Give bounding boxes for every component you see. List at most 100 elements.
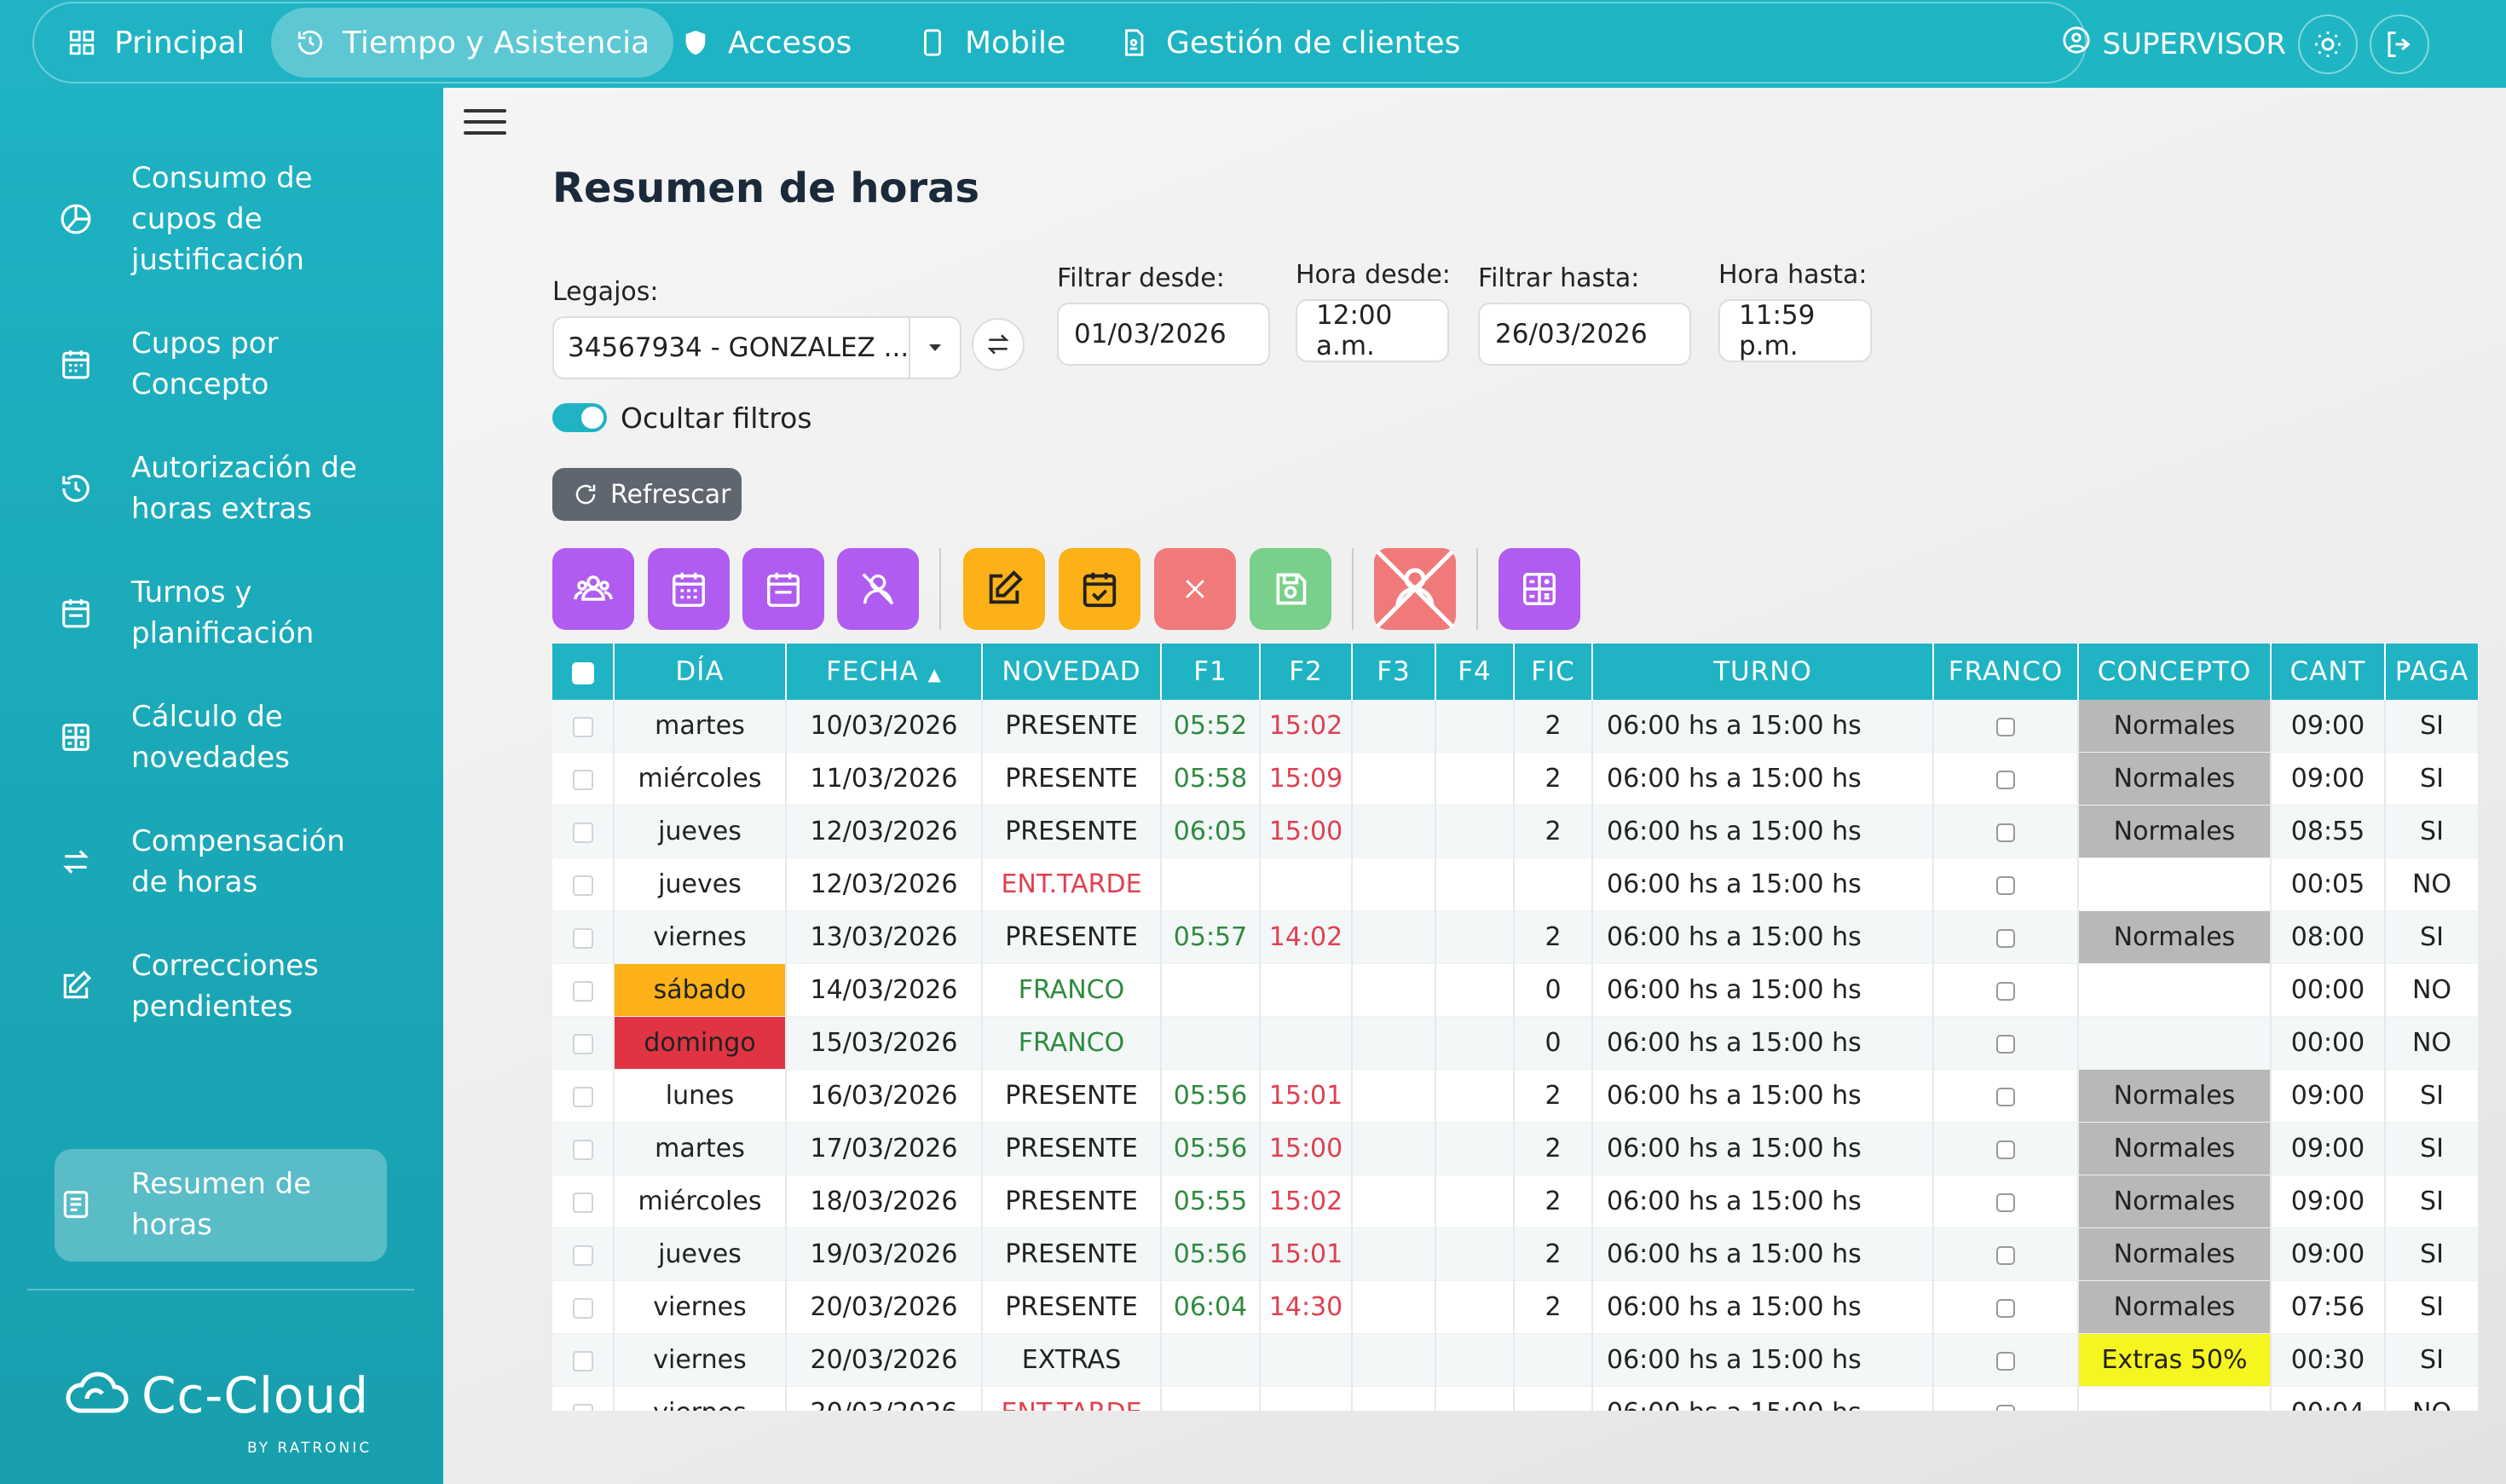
header-paga[interactable]: PAGA (2385, 644, 2479, 700)
nav-tiempo-asistencia[interactable]: Tiempo y Asistencia (271, 8, 674, 78)
table-row[interactable]: lunes 16/03/2026 PRESENTE 05:56 15:01 2 06:00 … (552, 1069, 2479, 1123)
header-turno[interactable]: TURNO (1592, 644, 1934, 700)
sidebar-item-label: Autorización de horas extras (131, 451, 357, 526)
header-f3[interactable]: F3 (1352, 644, 1436, 700)
franco-checkbox[interactable] (1996, 1087, 2015, 1106)
header-cant[interactable]: CANT (2271, 644, 2386, 700)
table-row[interactable]: domingo 15/03/2026 FRANCO 0 06:00 hs a 15:00… (552, 1016, 2479, 1070)
table-row[interactable]: jueves 19/03/2026 PRESENTE 05:56 15:01 2 06:00… (552, 1227, 2479, 1281)
franco-checkbox[interactable] (1996, 1351, 2015, 1371)
franco-checkbox[interactable] (1996, 823, 2015, 842)
header-novedad[interactable]: NOVEDAD (982, 644, 1162, 700)
table-row[interactable]: viernes 20/03/2026 EXTRAS 06:00 hs a 15:00 … (552, 1333, 2479, 1387)
toolbar-save-button[interactable] (1250, 548, 1331, 630)
franco-checkbox[interactable] (1996, 1298, 2015, 1318)
toolbar-users-button[interactable] (552, 548, 634, 630)
logout-button[interactable] (2370, 14, 2429, 74)
toolbar-calculator-button[interactable] (1498, 548, 1580, 630)
cell-f4 (1435, 1122, 1515, 1175)
toolbar-calendar-button[interactable] (742, 548, 824, 630)
sidebar-item-resumen-horas[interactable]: Resumen de horas (55, 1164, 387, 1245)
franco-checkbox[interactable] (1996, 1245, 2015, 1265)
table-row[interactable]: viernes 13/03/2026 PRESENTE 05:57 14:02 2 06:0… (552, 910, 2479, 964)
sidebar-item-turnos[interactable]: Turnos y planificación (55, 572, 387, 654)
user-name[interactable]: SUPERVISOR (2102, 26, 2286, 61)
checkbox[interactable] (572, 1350, 593, 1371)
hasta-date-input[interactable]: 26/03/2026 (1478, 303, 1691, 366)
header-concepto[interactable]: CONCEPTO (2078, 644, 2272, 700)
table-row[interactable]: viernes 20/03/2026 PRESENTE 06:04 14:30 2 06:0… (552, 1280, 2479, 1334)
checkbox[interactable] (571, 661, 594, 684)
sidebar-item-compensacion[interactable]: Compensación de horas (55, 821, 387, 903)
ocultar-filtros-toggle[interactable] (552, 403, 607, 432)
toolbar-delete-user-button[interactable] (1374, 548, 1456, 630)
refresh-button[interactable]: Refrescar (552, 468, 742, 521)
toolbar-calendar-grid-button[interactable] (648, 548, 730, 630)
franco-checkbox[interactable] (1996, 717, 2015, 736)
nav-mobile[interactable]: Mobile (893, 8, 1089, 78)
toolbar-cancel-button[interactable] (1154, 548, 1236, 630)
legajos-select[interactable]: 34567934 - GONZALEZ ... (552, 316, 961, 379)
table-row[interactable]: jueves 12/03/2026 PRESENTE 06:05 15:00 2 06:00… (552, 805, 2479, 858)
table-row[interactable]: sábado 14/03/2026 FRANCO 0 06:00 hs a 15:00 … (552, 963, 2479, 1017)
franco-checkbox[interactable] (1996, 1404, 2015, 1411)
header-f2[interactable]: F2 (1260, 644, 1353, 700)
cell-paga: SI (2385, 1280, 2479, 1334)
franco-checkbox[interactable] (1996, 1034, 2015, 1054)
cell-novedad: PRESENTE (982, 805, 1162, 858)
table-row[interactable]: miércoles 18/03/2026 PRESENTE 05:55 15:02 2 06… (552, 1175, 2479, 1228)
checkbox[interactable] (572, 1244, 593, 1266)
checkbox[interactable] (572, 1086, 593, 1107)
sidebar-item-correcciones[interactable]: Correcciones pendientes (55, 945, 387, 1027)
sidebar-item-autorizacion-extras[interactable]: Autorización de horas extras (55, 448, 387, 529)
header-franco[interactable]: FRANCO (1933, 644, 2079, 700)
checkbox[interactable] (572, 980, 593, 1002)
chevron-down-icon[interactable] (909, 318, 960, 378)
toolbar-user-off-button[interactable] (837, 548, 919, 630)
nav-accesos[interactable]: Accesos (656, 8, 875, 78)
toolbar-edit-button[interactable] (963, 548, 1045, 630)
checkbox[interactable] (572, 875, 593, 896)
sidebar-item-cupos-concepto[interactable]: Cupos por Concepto (55, 323, 387, 405)
checkbox[interactable] (572, 1192, 593, 1213)
menu-toggle-button[interactable] (464, 109, 506, 142)
toolbar-calendar-check-button[interactable] (1059, 548, 1140, 630)
hora-hasta-input[interactable]: 11:59 p.m. (1718, 299, 1872, 362)
checkbox[interactable] (572, 1139, 593, 1160)
table-row[interactable]: martes 17/03/2026 PRESENTE 05:56 15:00 2 06:00… (552, 1122, 2479, 1175)
franco-checkbox[interactable] (1996, 981, 2015, 1001)
nav-gestion-clientes[interactable]: Gestión de clientes (1094, 8, 1484, 78)
header-f1[interactable]: F1 (1161, 644, 1261, 700)
desde-date-input[interactable]: 01/03/2026 (1057, 303, 1270, 366)
checkbox[interactable] (572, 716, 593, 737)
header-dia[interactable]: DÍA (614, 644, 787, 700)
checkbox[interactable] (572, 822, 593, 843)
cell-novedad: PRESENTE (982, 1280, 1162, 1334)
checkbox[interactable] (572, 1297, 593, 1319)
calendar-check-icon (1083, 572, 1117, 608)
checkbox[interactable] (572, 769, 593, 790)
franco-checkbox[interactable] (1996, 875, 2015, 895)
table-row[interactable]: martes 10/03/2026 PRESENTE 05:52 15:02 2 06:00… (552, 700, 2479, 753)
header-fic[interactable]: FIC (1514, 644, 1593, 700)
checkbox[interactable] (572, 1033, 593, 1054)
franco-checkbox[interactable] (1996, 770, 2015, 789)
checkbox[interactable] (572, 1403, 593, 1411)
sidebar-item-calculo-novedades[interactable]: Cálculo de novedades (55, 696, 387, 778)
sidebar-item-consumo-cupos[interactable]: Consumo de cupos de justificación (55, 158, 387, 280)
franco-checkbox[interactable] (1996, 928, 2015, 948)
franco-checkbox[interactable] (1996, 1140, 2015, 1159)
hora-desde-input[interactable]: 12:00 a.m. (1296, 299, 1449, 362)
swap-filter-button[interactable] (972, 318, 1025, 371)
checkbox[interactable] (572, 927, 593, 949)
sort-asc-icon[interactable]: ▲ (927, 664, 942, 684)
header-fecha[interactable]: FECHA ▲ (786, 644, 983, 700)
table-row[interactable]: jueves 12/03/2026 ENT.TARDE 06:00 hs a 15:0… (552, 857, 2479, 911)
franco-checkbox[interactable] (1996, 1192, 2015, 1212)
header-select-all[interactable] (552, 644, 615, 700)
nav-principal[interactable]: Principal (43, 8, 268, 78)
header-f4[interactable]: F4 (1435, 644, 1515, 700)
theme-toggle-button[interactable] (2298, 14, 2358, 74)
table-row[interactable]: miércoles 11/03/2026 PRESENTE 05:58 15:09 2 06… (552, 752, 2479, 806)
